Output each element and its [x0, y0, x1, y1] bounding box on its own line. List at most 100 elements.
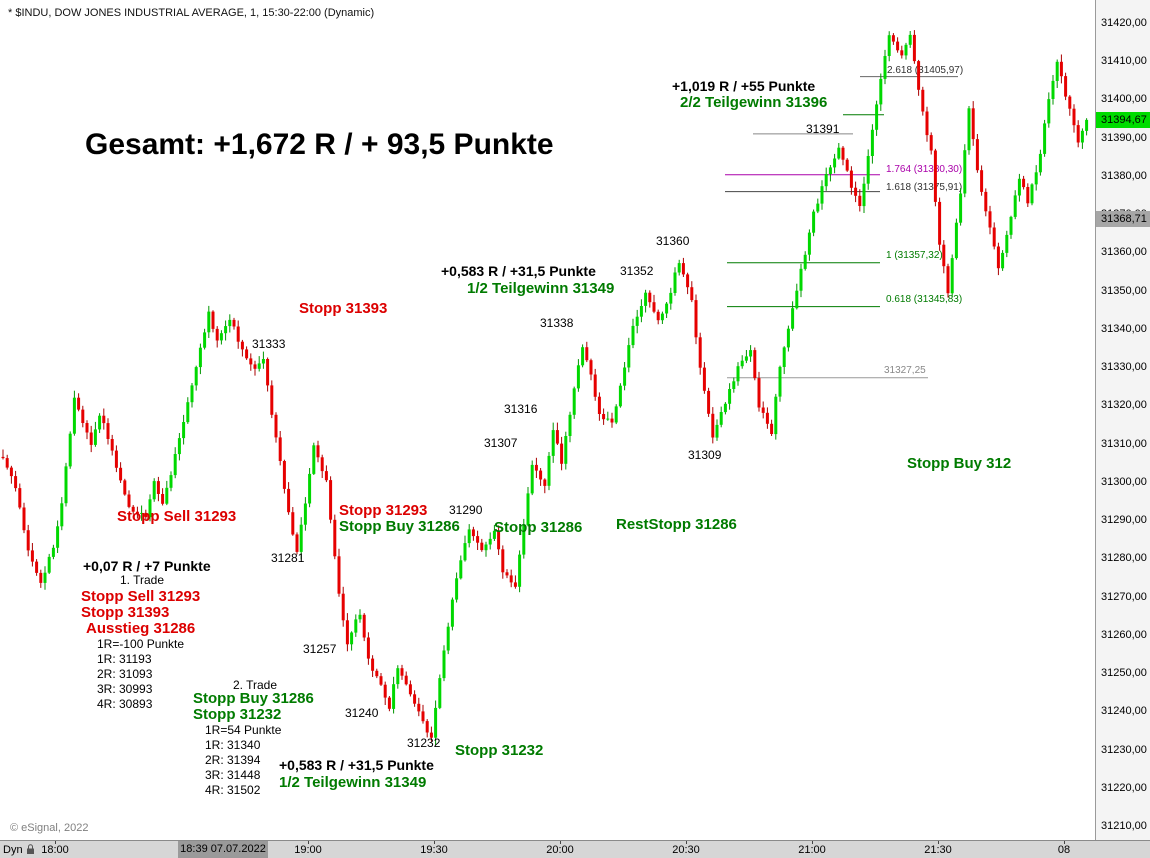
candle	[1068, 96, 1072, 109]
price-axis-label: 31230,00	[1101, 743, 1147, 756]
trade1-ausstieg-label: Ausstieg 31286	[86, 620, 196, 637]
candle	[135, 511, 139, 514]
candle	[190, 385, 194, 403]
candle	[1047, 99, 1051, 124]
candlestick-chart[interactable]: 2.618 (31405,97) 1.764 (31380,30) 1.618 (3…	[0, 0, 1095, 840]
candle	[89, 432, 93, 445]
candle	[933, 150, 937, 202]
candle	[257, 363, 261, 369]
candle	[18, 488, 22, 508]
stopp-31232-label: Stopp 31232	[455, 742, 544, 759]
candle	[971, 108, 975, 140]
candle	[1, 456, 5, 459]
candle	[165, 487, 169, 504]
candle	[938, 201, 942, 245]
candle	[102, 415, 106, 424]
candle	[417, 703, 421, 712]
candle	[849, 170, 853, 188]
candle	[9, 467, 13, 477]
marker-price-badge: 31368,71	[1096, 211, 1150, 228]
candle	[560, 443, 564, 464]
candle	[282, 461, 286, 489]
candle	[984, 191, 988, 212]
candle	[854, 187, 858, 196]
price-axis-label: 31280,00	[1101, 552, 1147, 565]
candle	[870, 129, 874, 156]
candle	[963, 150, 967, 194]
candle	[1009, 216, 1013, 235]
candle	[455, 578, 459, 600]
candle	[576, 365, 580, 389]
price-axis[interactable]: 31394,67 31368,71 31420,00 31410,00 31400,…	[1095, 0, 1150, 840]
candle	[744, 356, 748, 361]
time-axis-tickmark	[938, 841, 939, 844]
candle	[1022, 178, 1026, 188]
candle	[337, 556, 341, 594]
candle	[589, 360, 593, 375]
candle	[14, 476, 18, 489]
candle	[883, 56, 887, 79]
candle	[1059, 61, 1063, 77]
candle	[312, 445, 316, 474]
price-axis-label: 31310,00	[1101, 437, 1147, 450]
candle	[534, 464, 538, 471]
candle	[211, 311, 215, 329]
swing-high-31333-label: 31333	[252, 337, 286, 351]
candle	[791, 308, 795, 329]
candle	[358, 614, 362, 620]
time-axis-label: 21:30	[924, 844, 952, 856]
candle	[996, 246, 1000, 269]
candle	[51, 547, 55, 557]
price-axis-label: 31300,00	[1101, 475, 1147, 488]
candle	[585, 347, 589, 361]
candle	[875, 104, 879, 130]
candle	[959, 193, 963, 223]
candle	[1005, 234, 1009, 253]
candle	[988, 211, 992, 228]
candle	[736, 366, 740, 382]
lock-icon	[26, 844, 35, 855]
candle	[480, 542, 484, 551]
candle	[26, 530, 30, 551]
candle	[921, 89, 925, 112]
trade1-2r-label: 2R: 31093	[97, 667, 153, 681]
candle	[366, 637, 370, 659]
candle	[765, 412, 769, 424]
candle	[413, 694, 417, 704]
candle	[660, 313, 664, 321]
stopp-sell-31293-label: Stopp Sell 31293	[117, 508, 237, 525]
candle	[728, 389, 732, 404]
chart-region[interactable]: 2.618 (31405,97) 1.764 (31380,30) 1.618 (3…	[0, 0, 1095, 840]
candle	[228, 319, 232, 327]
time-axis-label: 19:30	[420, 844, 448, 856]
candle	[77, 397, 81, 410]
candle	[5, 458, 9, 468]
time-axis[interactable]: Dyn 18:39 07.07.2022 18:00 19:00 19:30 20:0…	[0, 840, 1150, 858]
trade1-4r-label: 4R: 30893	[97, 697, 153, 711]
time-axis-label: 08	[1057, 844, 1071, 856]
candle	[715, 424, 719, 438]
swing-high-31360-label: 31360	[656, 234, 690, 248]
trade1-stopp-label: Stopp 31393	[81, 604, 170, 621]
candle	[522, 525, 526, 555]
candle	[467, 529, 471, 544]
trade2-2r-label: 2R: 31394	[205, 753, 261, 767]
result-plus-1019r-label: +1,019 R / +55 Punkte	[672, 78, 816, 94]
candle	[954, 222, 958, 259]
price-axis-label: 31240,00	[1101, 705, 1147, 718]
candle	[581, 347, 585, 366]
candle	[249, 358, 253, 365]
teilgewinn-1-2-bottom-label: 1/2 Teilgewinn 31349	[279, 774, 427, 791]
candle	[471, 529, 475, 537]
teilgewinn-1-2-top-label: 1/2 Teilgewinn 31349	[467, 280, 615, 297]
candle	[778, 366, 782, 397]
candle	[484, 544, 488, 551]
candle	[698, 337, 702, 368]
candle	[711, 413, 715, 438]
teilgewinn-2-2-label: 2/2 Teilgewinn 31396	[680, 94, 828, 111]
candle	[1085, 119, 1089, 131]
candle	[845, 159, 849, 171]
candle	[60, 503, 64, 527]
candle	[240, 341, 244, 350]
candle	[1017, 178, 1021, 196]
